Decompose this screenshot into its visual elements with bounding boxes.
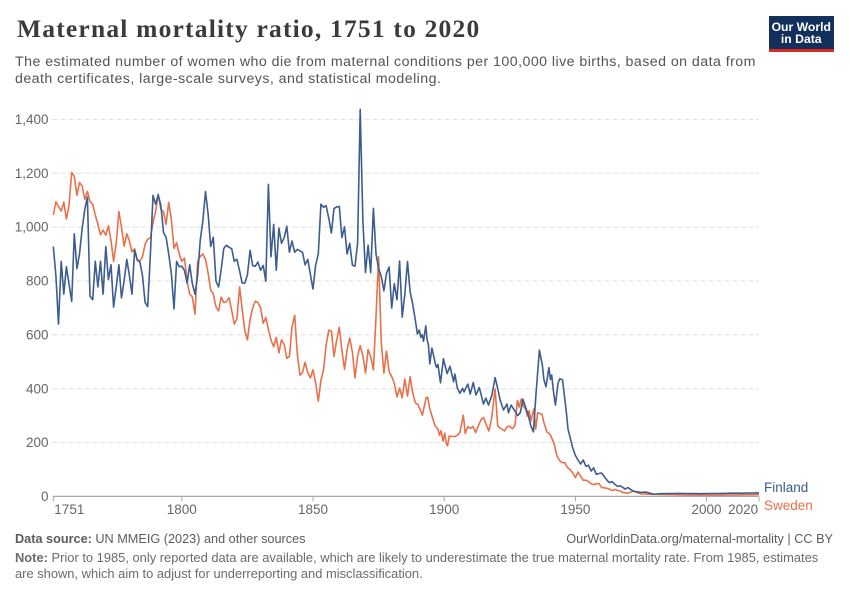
svg-text:400: 400 bbox=[26, 381, 49, 396]
svg-text:Sweden: Sweden bbox=[764, 498, 813, 513]
svg-text:1950: 1950 bbox=[560, 502, 590, 517]
svg-text:1,000: 1,000 bbox=[15, 220, 49, 235]
svg-text:1,200: 1,200 bbox=[15, 166, 49, 181]
svg-text:2020: 2020 bbox=[728, 502, 758, 517]
svg-text:1751: 1751 bbox=[54, 502, 84, 517]
svg-text:1850: 1850 bbox=[298, 502, 328, 517]
svg-text:1,400: 1,400 bbox=[15, 112, 49, 127]
svg-text:800: 800 bbox=[26, 274, 49, 289]
svg-text:2000: 2000 bbox=[691, 502, 721, 517]
svg-text:600: 600 bbox=[26, 327, 49, 342]
svg-text:200: 200 bbox=[26, 435, 49, 450]
svg-text:Finland: Finland bbox=[764, 480, 808, 495]
svg-text:0: 0 bbox=[41, 489, 49, 504]
svg-text:1900: 1900 bbox=[429, 502, 459, 517]
svg-text:1800: 1800 bbox=[167, 502, 197, 517]
